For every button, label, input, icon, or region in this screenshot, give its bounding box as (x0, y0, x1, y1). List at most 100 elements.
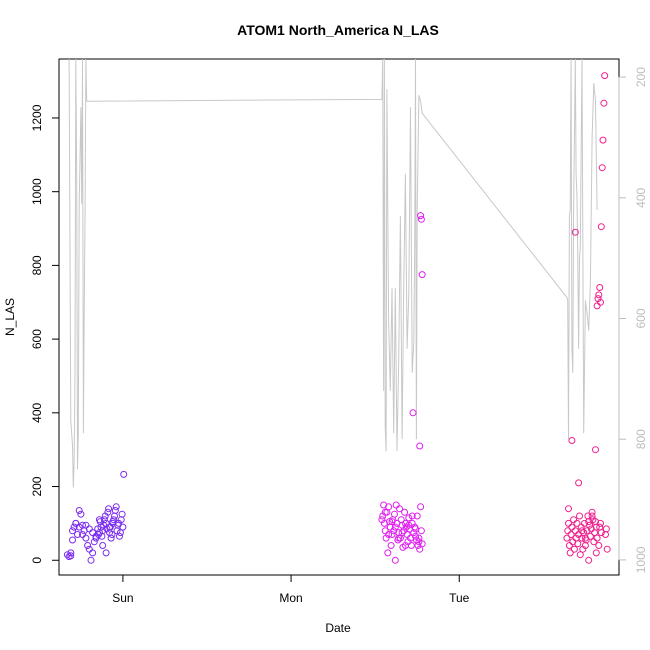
x-axis-title: Date (325, 621, 351, 635)
data-point (398, 529, 406, 537)
y-tick-label: 200 (30, 476, 44, 496)
data-point (597, 223, 605, 231)
y2-tick-label: 400 (634, 187, 648, 207)
data-point (585, 556, 593, 564)
data-point (563, 534, 571, 542)
data-point (595, 291, 603, 299)
data-point (416, 442, 424, 450)
data-point (74, 531, 81, 538)
data-point (408, 512, 416, 520)
y2-tick-label: 1000 (634, 546, 648, 573)
line-series (68, 58, 598, 488)
data-point (99, 542, 107, 549)
data-point (592, 549, 600, 557)
data-point (102, 549, 110, 557)
data-point (417, 215, 425, 223)
data-point (414, 542, 422, 549)
data-point (417, 212, 425, 220)
data-point (418, 540, 426, 548)
y-axis-title: N_LAS (3, 298, 17, 336)
data-point (570, 516, 578, 524)
data-point (567, 531, 575, 538)
data-point (108, 531, 116, 538)
data-point (575, 479, 583, 487)
data-point (401, 542, 409, 549)
data-point (118, 510, 126, 518)
x-tick-label: Mon (279, 591, 302, 605)
data-point (116, 532, 123, 540)
data-point (410, 529, 418, 537)
data-point (100, 516, 108, 524)
data-point (82, 534, 90, 542)
data-point (574, 540, 582, 548)
data-point (592, 446, 599, 454)
data-point (119, 523, 127, 531)
data-point (565, 505, 572, 513)
data-point (385, 531, 393, 538)
data-point (79, 531, 86, 538)
y-tick-label: 400 (30, 402, 44, 422)
data-point (69, 527, 76, 535)
data-point (588, 508, 596, 516)
data-point (95, 516, 103, 524)
data-point (84, 542, 92, 549)
data-point (116, 529, 124, 537)
data-point (106, 523, 113, 531)
data-point (405, 514, 413, 522)
data-point (387, 542, 395, 549)
data-point (595, 542, 603, 549)
point-series-layer (63, 72, 611, 564)
data-point (578, 527, 586, 535)
data-point (588, 512, 596, 520)
data-point (417, 503, 425, 511)
data-point (388, 518, 396, 526)
data-point (395, 534, 403, 542)
data-point (570, 545, 578, 553)
data-point (112, 503, 120, 511)
data-point (67, 549, 75, 557)
data-point (89, 529, 97, 537)
data-point (597, 529, 605, 537)
data-point (596, 284, 604, 291)
data-point (600, 99, 608, 107)
data-point (576, 551, 584, 559)
data-point (418, 271, 426, 279)
data-point (593, 534, 601, 542)
data-point (392, 501, 400, 509)
data-point (381, 508, 389, 516)
data-point (599, 136, 607, 144)
y-tick-label: 800 (30, 255, 44, 275)
data-point (109, 518, 117, 526)
data-point (401, 508, 409, 516)
data-point (85, 525, 93, 533)
data-point (384, 549, 392, 557)
data-point (120, 470, 128, 478)
data-point (401, 519, 409, 527)
data-point (576, 512, 583, 520)
data-point (407, 542, 415, 549)
data-point (602, 525, 610, 533)
data-point (573, 519, 581, 527)
data-point (72, 519, 80, 527)
y-tick-label: 1000 (30, 178, 44, 205)
data-point (85, 545, 93, 553)
data-point (70, 523, 78, 531)
chart-title: ATOM1 North_America N_LAS (237, 22, 439, 38)
data-point (412, 525, 419, 533)
data-point (69, 536, 76, 544)
line-series-layer (68, 58, 598, 488)
x-axis: Sun Mon Tue (112, 574, 470, 605)
data-point (63, 551, 71, 559)
data-point (416, 545, 424, 553)
y2-tick-label: 200 (634, 67, 648, 87)
y-tick-label: 0 (30, 557, 44, 564)
data-point (597, 298, 604, 306)
data-point (92, 534, 100, 542)
data-point (396, 505, 403, 513)
data-point (598, 164, 606, 172)
data-point (586, 521, 594, 529)
data-point (585, 518, 593, 526)
data-point (391, 510, 398, 518)
data-point (405, 521, 413, 529)
